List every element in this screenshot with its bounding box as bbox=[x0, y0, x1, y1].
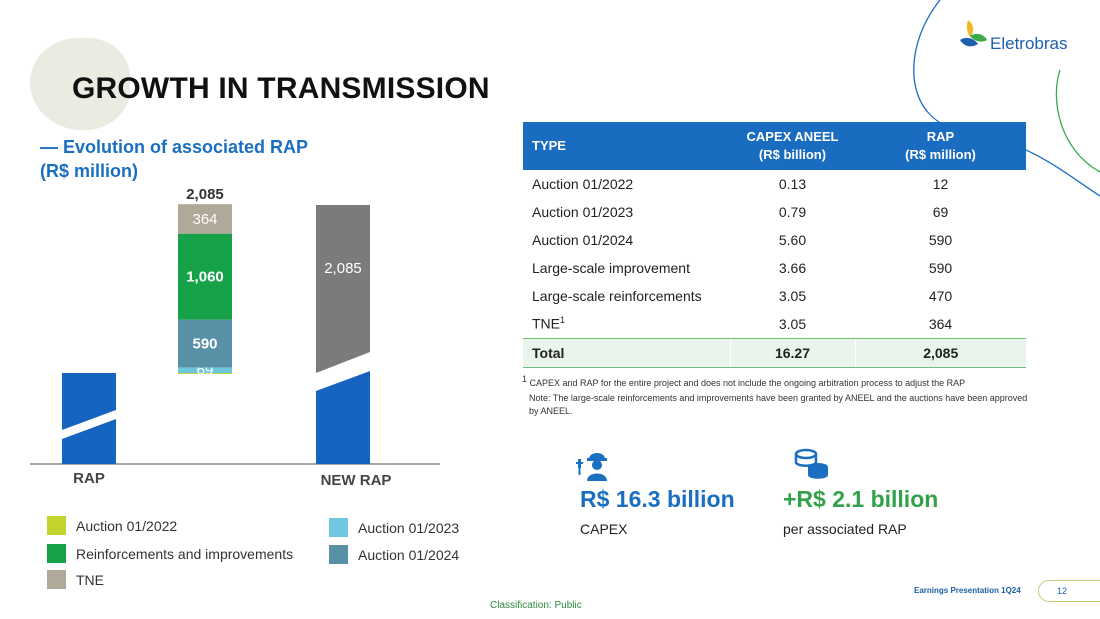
presentation-label: Earnings Presentation 1Q24 bbox=[914, 586, 1021, 595]
cell-rap: 2,085 bbox=[854, 337, 1026, 368]
table-row: Large-scale reinforcements 3.05 470 bbox=[523, 282, 1026, 310]
segment-label: 364 bbox=[192, 211, 217, 228]
engineer-icon bbox=[576, 453, 607, 481]
classification-label: Classification: Public bbox=[490, 600, 582, 611]
cell-type: Large-scale improvement bbox=[532, 260, 690, 276]
coins-icon bbox=[794, 448, 828, 479]
rap-bar-bottom bbox=[62, 419, 116, 464]
legend-label: Auction 01/2024 bbox=[358, 546, 460, 563]
legend-label: Auction 01/2023 bbox=[358, 519, 460, 536]
cell-capex: 0.79 bbox=[778, 204, 807, 220]
footnote: 1 CAPEX and RAP for the entire project a… bbox=[522, 374, 966, 388]
table-row: TNE1 3.05 364 bbox=[523, 310, 1026, 338]
segment-label: 1,060 bbox=[186, 269, 224, 286]
table-row: Large-scale improvement 3.66 590 bbox=[523, 254, 1026, 282]
legend-swatch bbox=[329, 545, 348, 564]
header-type: TYPE bbox=[523, 122, 730, 170]
legend-swatch bbox=[329, 518, 348, 537]
legend-item: TNE bbox=[47, 570, 104, 589]
table-header-row: TYPE CAPEX ANEEL (R$ billion) RAP (R$ mill… bbox=[523, 122, 1026, 170]
legend-item: Reinforcements and improvements bbox=[47, 544, 293, 563]
logo-text: Eletrobras bbox=[990, 34, 1068, 53]
legend-label: Reinforcements and improvements bbox=[76, 545, 294, 562]
bar-segment bbox=[178, 367, 232, 374]
bar-segment bbox=[178, 233, 232, 320]
page-title: GROWTH IN TRANSMISSION bbox=[72, 72, 490, 105]
table-row: Auction 01/2024 5.60 590 bbox=[523, 226, 1026, 254]
legend-swatch bbox=[47, 544, 66, 563]
cell-type: Auction 01/2023 bbox=[532, 204, 634, 220]
chart-subtitle: — Evolution of associated RAP (R$ millio… bbox=[40, 137, 308, 181]
table-total-row: Total 16.27 2,085 bbox=[523, 337, 1026, 368]
cell-capex: 3.05 bbox=[778, 288, 807, 304]
rap-caption: per associated RAP bbox=[783, 521, 907, 537]
segment-label: 590 bbox=[192, 336, 217, 353]
capex-rap-table: TYPE CAPEX ANEEL (R$ billion) RAP (R$ mill… bbox=[523, 122, 1026, 368]
legend-item: Auction 01/2022 bbox=[47, 516, 177, 535]
cell-capex: 0.13 bbox=[778, 176, 807, 192]
cell-capex: 3.05 bbox=[778, 315, 807, 332]
page-number: 12 bbox=[1038, 580, 1100, 602]
bar-segment bbox=[178, 319, 232, 368]
decorative-blob bbox=[30, 38, 130, 130]
new-rap-increase-bar bbox=[316, 205, 370, 373]
cell-rap: 12 bbox=[932, 176, 949, 192]
table-row: Auction 01/2022 0.13 12 bbox=[523, 170, 1026, 198]
cell-rap: 470 bbox=[928, 288, 953, 304]
capex-caption: CAPEX bbox=[580, 521, 628, 537]
bar-segment bbox=[178, 204, 232, 234]
cell-type: Auction 01/2024 bbox=[532, 232, 634, 248]
new-rap-base-bar bbox=[316, 371, 370, 464]
legend-label: Auction 01/2022 bbox=[76, 517, 178, 534]
legend-item: Auction 01/2024 bbox=[329, 545, 459, 564]
logo-icon bbox=[960, 20, 987, 47]
bar-total-label: 2,085 bbox=[186, 186, 224, 203]
bar-segment bbox=[178, 373, 232, 374]
legend-swatch bbox=[47, 516, 66, 535]
cell-type: TNE1 bbox=[532, 315, 566, 333]
legend-label: TNE bbox=[76, 571, 104, 588]
category-label: NEW RAP bbox=[321, 472, 392, 489]
cell-rap: 69 bbox=[932, 204, 949, 220]
cell-capex: 3.66 bbox=[778, 260, 807, 276]
cell-rap: 364 bbox=[928, 315, 953, 332]
header-capex: CAPEX ANEEL (R$ billion) bbox=[730, 122, 855, 170]
rap-bar-top bbox=[62, 373, 116, 430]
cell-rap: 590 bbox=[928, 260, 953, 276]
rap-value: +R$ 2.1 billion bbox=[783, 486, 939, 512]
eletrobras-logo: Eletrobras bbox=[958, 18, 1088, 58]
cell-rap: 590 bbox=[928, 232, 953, 248]
category-label: RAP bbox=[73, 470, 105, 487]
approval-note: Note: The large-scale reinforcements and… bbox=[529, 393, 1028, 416]
legend-swatch bbox=[47, 570, 66, 589]
cell-capex: 5.60 bbox=[778, 232, 807, 248]
cell-type: Large-scale reinforcements bbox=[532, 288, 702, 304]
table-row: Auction 01/2023 0.79 69 bbox=[523, 198, 1026, 226]
header-rap: RAP (R$ million) bbox=[855, 122, 1026, 170]
cell-type: Total bbox=[523, 337, 730, 368]
capex-value: R$ 16.3 billion bbox=[580, 486, 735, 512]
segment-label: 2,085 bbox=[324, 260, 362, 277]
cell-type: Auction 01/2022 bbox=[532, 176, 634, 192]
legend-item: Auction 01/2023 bbox=[329, 518, 459, 537]
cell-capex: 16.27 bbox=[729, 337, 855, 368]
